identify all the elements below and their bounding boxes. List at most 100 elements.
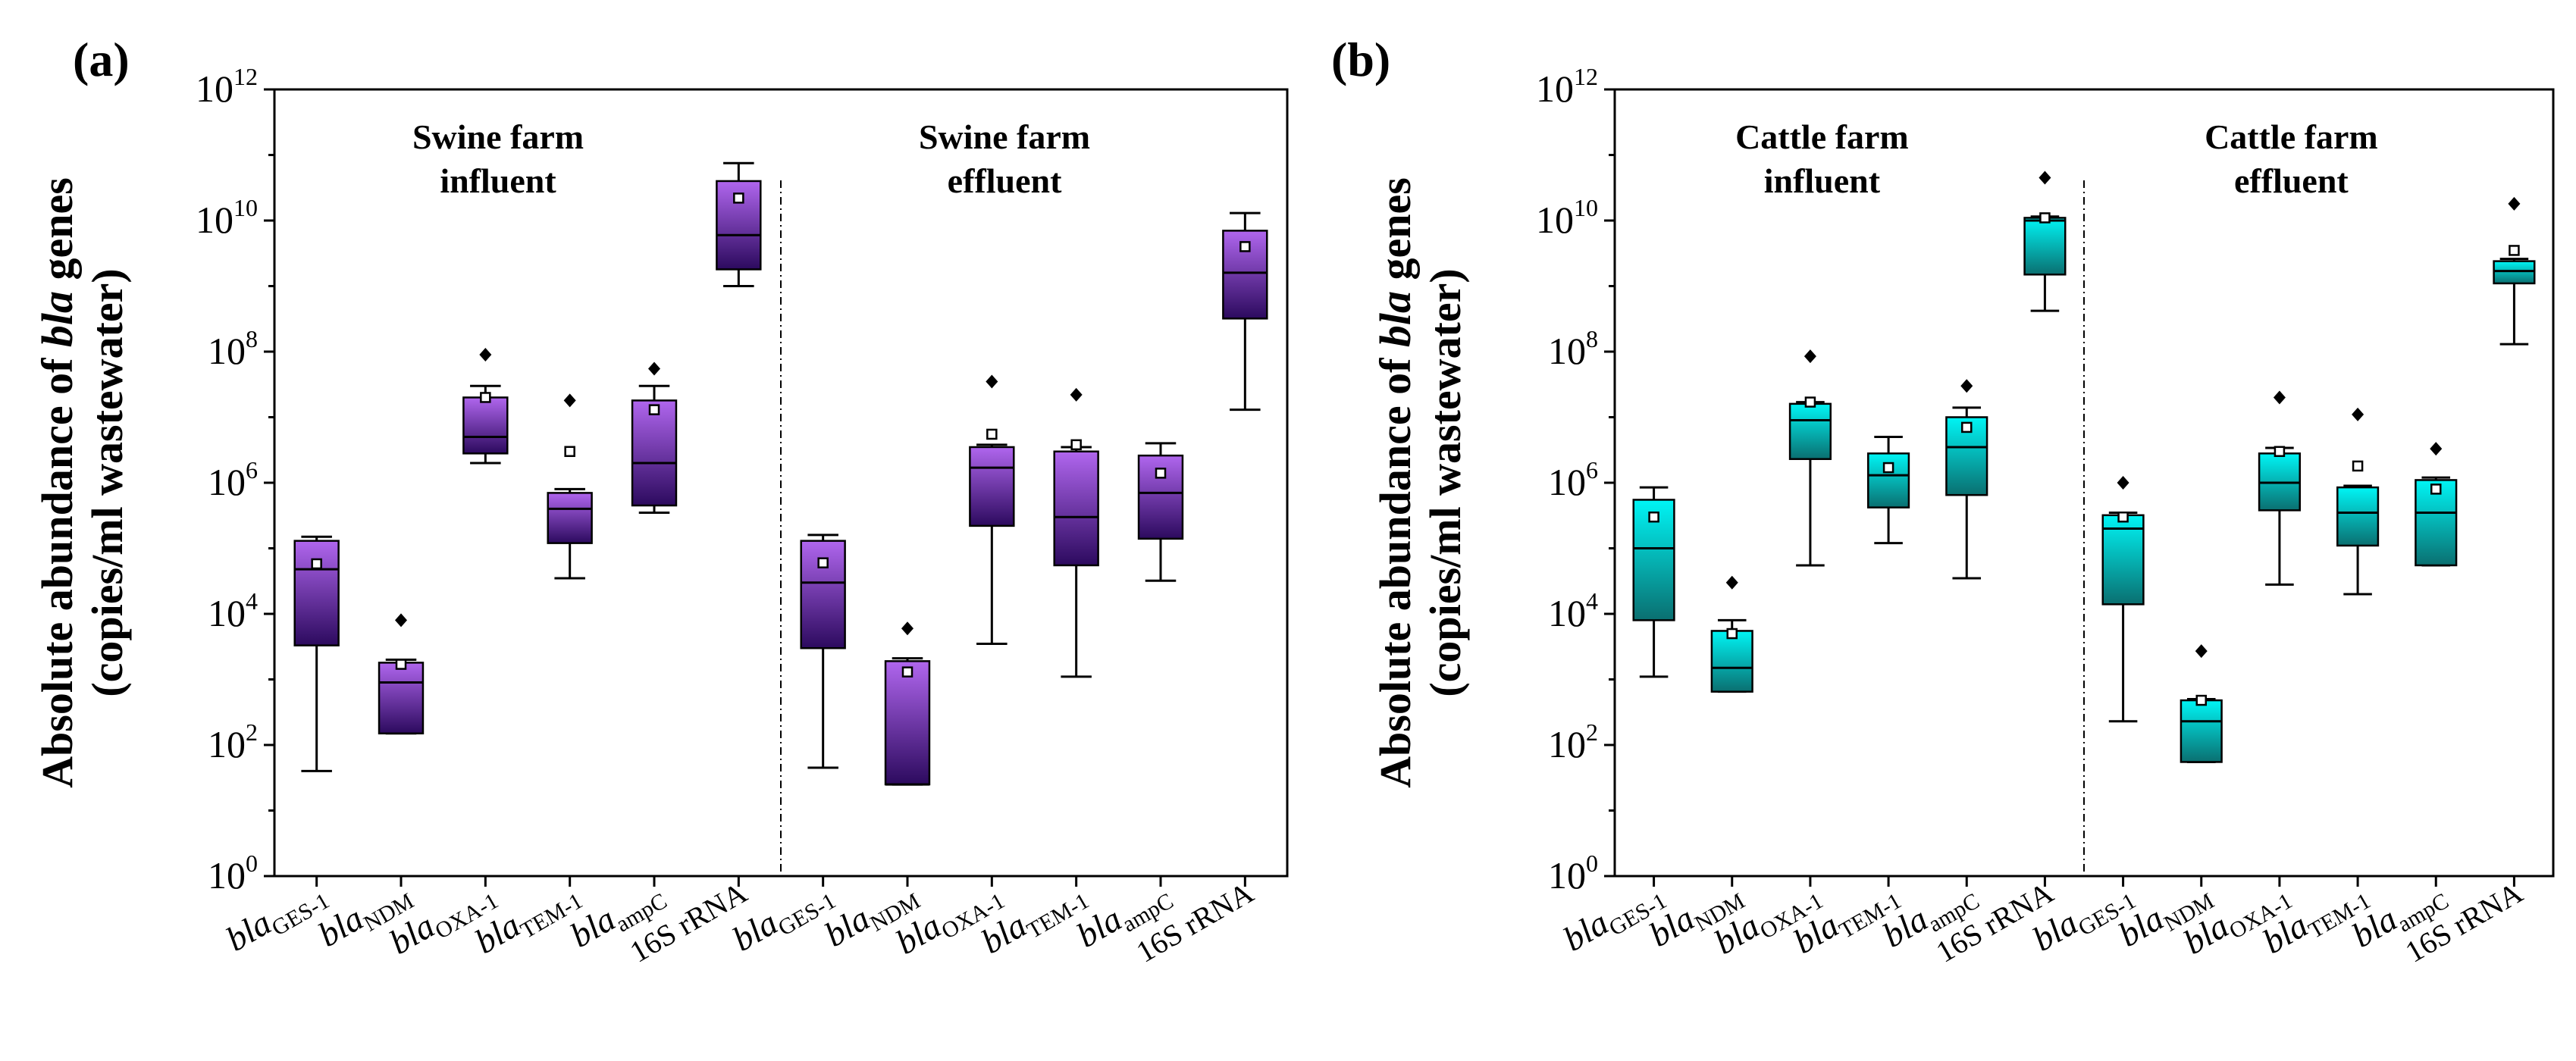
box-iqr xyxy=(800,540,846,649)
box-tem-1 xyxy=(1867,436,1910,545)
y-axis-label-line1: Absolute abundance of bla genes xyxy=(33,177,82,788)
outlier-point xyxy=(2508,196,2521,211)
mean-marker xyxy=(2195,694,2207,706)
box-rrna xyxy=(716,161,762,287)
outlier-point xyxy=(2039,171,2051,185)
box-oxa-1 xyxy=(969,374,1015,645)
box-tem-1 xyxy=(2336,407,2380,596)
box-ampc xyxy=(631,361,678,514)
mean-marker xyxy=(817,557,829,568)
y-axis-label-line2: (copies/ml wastewater) xyxy=(83,268,132,696)
y-tick-label: 100 xyxy=(1548,850,1598,897)
mean-marker xyxy=(2352,460,2364,472)
y-tick-label: 106 xyxy=(208,456,258,503)
y-tick-label: 102 xyxy=(1548,718,1598,765)
mean-marker xyxy=(648,404,660,415)
y-tick-label: 100 xyxy=(208,850,258,897)
box-iqr xyxy=(969,446,1015,527)
mean-marker xyxy=(1648,511,1659,523)
group-label: Cattle farm xyxy=(2205,117,2378,156)
outlier-point xyxy=(1725,575,1738,590)
y-axis-label: Absolute abundance of bla genes(copies/m… xyxy=(33,177,132,788)
outlier-point xyxy=(901,621,914,636)
outlier-point xyxy=(2117,476,2129,490)
mean-marker xyxy=(395,659,407,670)
mean-marker xyxy=(1882,462,1894,474)
box-tem-1 xyxy=(1053,387,1099,678)
outlier-point xyxy=(2273,390,2286,405)
box-iqr xyxy=(293,540,340,646)
outlier-point xyxy=(2195,644,2208,659)
group-label: Swine farm xyxy=(412,117,584,156)
y-tick-label: 106 xyxy=(1548,456,1598,503)
box-rrna xyxy=(2023,171,2067,312)
y-tick-label: 104 xyxy=(208,587,258,634)
mean-marker xyxy=(564,446,575,457)
y-tick-label: 108 xyxy=(1548,325,1598,372)
outlier-point xyxy=(1960,379,1973,393)
outlier-point xyxy=(563,393,576,408)
y-tick-label: 1012 xyxy=(1536,63,1598,110)
box-ges-1 xyxy=(2101,476,2145,723)
y-axis-label: Absolute abundance of bla genes(copies/m… xyxy=(1371,177,1470,788)
box-iqr xyxy=(631,399,678,507)
outlier-point xyxy=(479,347,492,361)
y-tick-label: 1010 xyxy=(196,194,258,241)
mean-marker xyxy=(733,192,744,204)
outlier-point xyxy=(648,361,660,376)
box-ndm xyxy=(378,613,425,735)
y-tick-label: 1010 xyxy=(1536,194,1598,241)
group-label: influent xyxy=(440,161,556,200)
outlier-point xyxy=(395,613,407,628)
box-ampc xyxy=(1945,379,1988,580)
outlier-point xyxy=(2430,442,2443,456)
group-label: Swine farm xyxy=(919,117,1090,156)
box-ampc xyxy=(1137,442,1184,582)
mean-marker xyxy=(2509,245,2520,256)
mean-marker xyxy=(1961,421,1973,433)
group-label: influent xyxy=(1764,161,1881,200)
mean-marker xyxy=(986,428,998,440)
y-tick-label: 1012 xyxy=(196,63,258,110)
panel-letter: (a) xyxy=(73,33,130,86)
box-iqr xyxy=(547,492,593,544)
mean-marker xyxy=(480,392,491,403)
mean-marker xyxy=(1239,241,1251,252)
box-ges-1 xyxy=(1632,486,1675,678)
mean-marker xyxy=(2274,446,2286,457)
box-iqr xyxy=(1945,416,1988,496)
box-tem-1 xyxy=(547,393,593,580)
y-tick-label: 104 xyxy=(1548,587,1598,634)
y-tick-label: 108 xyxy=(208,325,258,372)
outlier-point xyxy=(986,374,998,389)
y-axis-label-line2: (copies/ml wastewater) xyxy=(1421,268,1470,696)
y-tick-label: 102 xyxy=(208,718,258,765)
box-iqr xyxy=(378,662,425,735)
panel-b: (b) Absolute abundance of bla genes(copie… xyxy=(1331,33,2555,969)
box-ampc xyxy=(2415,442,2458,567)
mean-marker xyxy=(2117,511,2129,523)
box-iqr xyxy=(1710,630,1753,693)
y-axis-label-line1: Absolute abundance of bla genes xyxy=(1371,177,1420,788)
box-rrna xyxy=(2493,196,2536,346)
mean-marker xyxy=(1155,468,1167,479)
box-iqr xyxy=(1788,402,1832,460)
mean-marker xyxy=(1804,396,1816,408)
box-oxa-1 xyxy=(462,347,509,465)
mean-marker xyxy=(311,558,322,570)
mean-marker xyxy=(2039,212,2051,224)
box-iqr xyxy=(2023,217,2067,276)
box-iqr xyxy=(2180,699,2223,763)
outlier-point xyxy=(1804,349,1816,364)
panel-a: (a) Absolute abundance of bla genes(copie… xyxy=(33,33,1289,969)
box-oxa-1 xyxy=(1788,349,1832,567)
box-iqr xyxy=(884,660,931,786)
box-oxa-1 xyxy=(2258,390,2301,586)
mean-marker xyxy=(1070,439,1082,451)
box-iqr xyxy=(1867,452,1910,509)
box-ndm xyxy=(884,621,931,786)
box-iqr xyxy=(2493,260,2536,285)
group-label: effluent xyxy=(948,161,1062,200)
group-label: effluent xyxy=(2234,161,2349,200)
